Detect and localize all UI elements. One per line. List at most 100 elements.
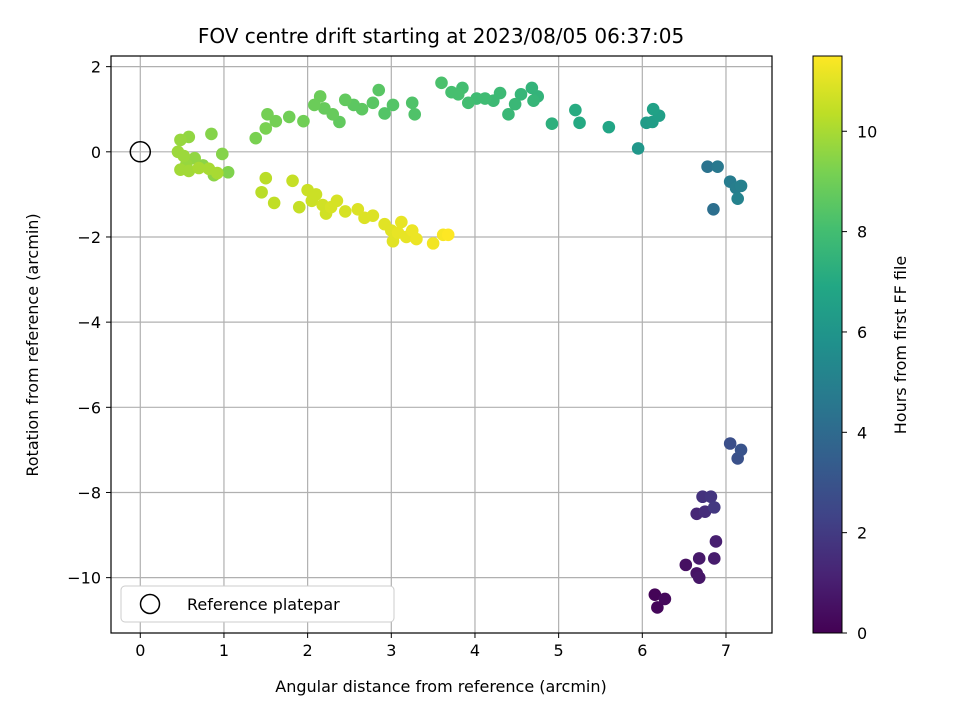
x-tick-label: 2 [303,641,313,660]
x-axis-label: Angular distance from reference (arcmin) [275,677,606,696]
x-tick-label: 6 [637,641,647,660]
data-point [318,102,331,115]
data-point [527,94,540,108]
chart-title: FOV centre drift starting at 2023/08/05 … [198,24,684,48]
data-point [731,192,744,205]
data-point [514,88,528,101]
data-point [692,571,706,584]
data-point [545,117,559,131]
data-point [351,202,365,216]
y-tick-label: −4 [77,313,101,332]
data-point [282,110,296,124]
data-point [330,194,344,208]
colorbar-gradient [812,55,843,634]
data-point [177,149,191,163]
y-tick-label: 0 [91,143,101,162]
data-point [704,490,718,504]
data-point [646,102,660,116]
legend-label: Reference platepar [187,595,340,614]
data-point [445,85,458,99]
data-point [221,165,235,179]
colorbar-ticks: 0 2 4 6 8 10 [842,122,877,643]
x-ticks: 0 1 2 3 4 5 6 7 [135,633,731,660]
colorbar: 0 2 4 6 8 10 Hours from first FF file [812,55,910,643]
data-point [259,122,273,135]
data-point [602,120,616,134]
data-point [502,108,515,121]
data-point [658,592,672,606]
data-point [711,160,724,174]
data-point [192,161,206,175]
data-point [182,164,196,178]
data-point [309,188,323,201]
data-point [508,97,522,111]
data-point [569,103,582,117]
data-point [651,601,664,614]
data-point [405,96,419,110]
y-axis-label: Rotation from reference (arcmin) [23,213,42,476]
colorbar-tick-label: 0 [857,624,867,643]
data-point [174,133,187,147]
data-point [261,108,274,121]
legend-marker-circle [139,593,161,615]
colorbar-tick-label: 8 [857,223,867,242]
plot-background [111,56,772,633]
data-point [461,96,475,110]
data-point [372,83,386,97]
data-point [286,174,299,188]
data-point [525,81,539,95]
y-tick-label: −10 [67,569,101,588]
x-tick-label: 5 [554,641,564,660]
data-point [679,558,693,572]
x-tick-label: 3 [386,641,396,660]
data-point [386,98,400,112]
data-point [210,166,224,180]
data-point [215,147,229,161]
data-point [734,179,748,193]
data-point [338,205,352,218]
data-point [297,114,310,128]
reference-platepar-marker [129,141,152,163]
y-ticks: 2 0 −2 −4 −6 −8 −10 [67,58,111,588]
data-point [435,76,448,90]
x-tick-label: 7 [721,641,731,660]
data-point [259,171,273,185]
data-point [378,107,391,120]
y-tick-label: 2 [91,58,101,77]
data-point [308,98,321,112]
scatter-points [171,76,748,614]
data-point [701,160,714,174]
data-point [249,131,263,145]
data-point [723,437,737,450]
x-tick-label: 1 [219,641,229,660]
data-point [648,588,662,601]
axes-frame [110,55,773,634]
colorbar-tick-label: 6 [857,323,867,342]
data-point [707,501,721,514]
colorbar-label: Hours from first FF file [891,256,910,435]
data-point [366,96,380,110]
data-point [255,185,268,199]
legend: Reference platepar [120,585,395,623]
data-point [292,200,306,214]
y-tick-label: −2 [77,228,101,247]
data-point [395,215,408,229]
data-point [707,202,720,216]
data-point [709,535,723,548]
data-point [410,232,423,246]
y-tick-label: −6 [77,398,101,417]
colorbar-tick-label: 4 [857,423,867,442]
data-point [338,93,352,107]
data-point [707,552,721,565]
colorbar-tick-label: 10 [857,122,877,141]
data-point [426,237,440,250]
data-point [631,142,645,155]
legend-box [120,585,395,623]
x-tick-label: 4 [470,641,480,660]
x-tick-label: 0 [135,641,145,660]
data-point [734,443,748,457]
grid [111,56,772,633]
plot-area: 0 1 2 3 4 5 6 7 2 0 −2 −4 −6 −8 −10 [67,55,773,660]
colorbar-tick-label: 2 [857,524,867,543]
